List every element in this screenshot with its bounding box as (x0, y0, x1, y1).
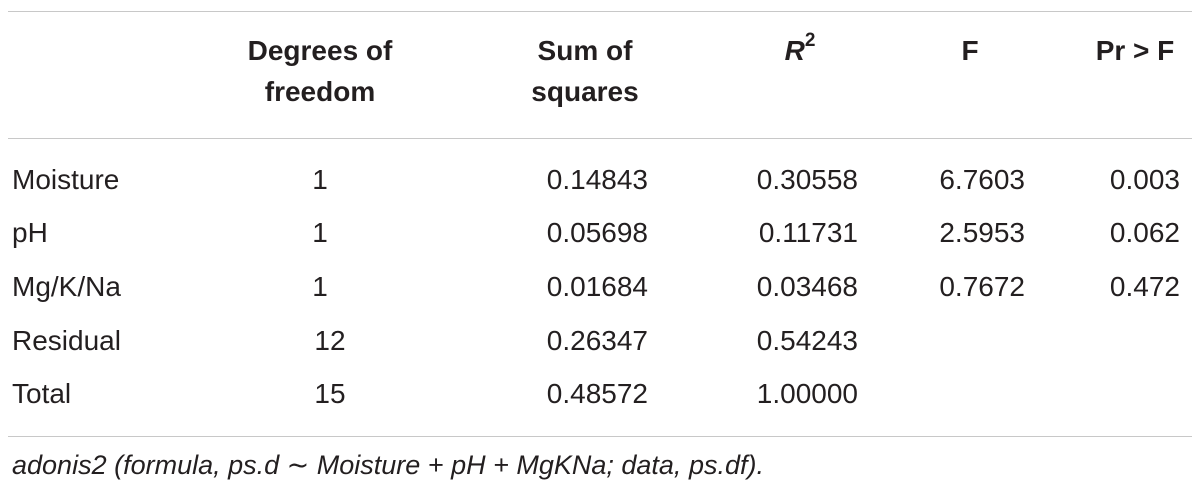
cell-ss: 0.26347 (546, 325, 648, 356)
header-r2-base: R (784, 35, 805, 66)
cell-f: 6.7603 (939, 164, 1025, 195)
cell-pr: 0.062 (1109, 217, 1180, 248)
cell-df: 1 (312, 164, 328, 195)
header-sum-of-squares: Sum of squares (500, 30, 670, 112)
cell-df: 15 (314, 378, 346, 409)
cell-df: 1 (312, 271, 328, 302)
cell-ss: 0.01684 (546, 271, 648, 302)
cell-f: 0.7672 (939, 271, 1025, 302)
header-f: F (940, 30, 1000, 71)
cell-pr: 0.472 (1109, 271, 1180, 302)
cell-r2: 0.03468 (756, 271, 858, 302)
row-label: Moisture (12, 164, 120, 195)
cell-df: 1 (312, 217, 328, 248)
table-bottom-rule (8, 436, 1192, 437)
cell-r2: 0.30558 (756, 164, 858, 195)
table-top-rule (8, 11, 1192, 12)
header-r-squared: R2 (760, 30, 840, 71)
row-label: Total (12, 378, 72, 409)
row-label: Residual (12, 325, 121, 356)
header-pr-label: Pr > F (1095, 35, 1175, 66)
table-footnote: adonis2 (formula, ps.d ∼ Moisture + pH +… (12, 450, 764, 480)
row-label: pH (12, 217, 48, 248)
cell-r2: 1.00000 (756, 378, 858, 409)
table-header-rule (8, 138, 1192, 139)
header-r2-exp: 2 (804, 29, 816, 51)
cell-pr: 0.003 (1109, 164, 1180, 195)
header-df-line2: freedom (264, 76, 376, 107)
cell-ss: 0.14843 (546, 164, 648, 195)
row-label: Mg/K/Na (12, 271, 121, 302)
cell-r2: 0.11731 (758, 217, 858, 248)
header-f-label: F (961, 35, 979, 66)
header-pr-f: Pr > F (1075, 30, 1195, 71)
header-df-line1: Degrees of (247, 35, 393, 66)
header-ss-line1: Sum of (537, 35, 633, 66)
header-ss-line2: squares (531, 76, 639, 107)
header-degrees-of-freedom: Degrees of freedom (220, 30, 420, 112)
cell-f: 2.5953 (939, 217, 1025, 248)
cell-ss: 0.48572 (546, 378, 648, 409)
cell-r2: 0.54243 (756, 325, 858, 356)
cell-df: 12 (314, 325, 346, 356)
cell-ss: 0.05698 (546, 217, 648, 248)
